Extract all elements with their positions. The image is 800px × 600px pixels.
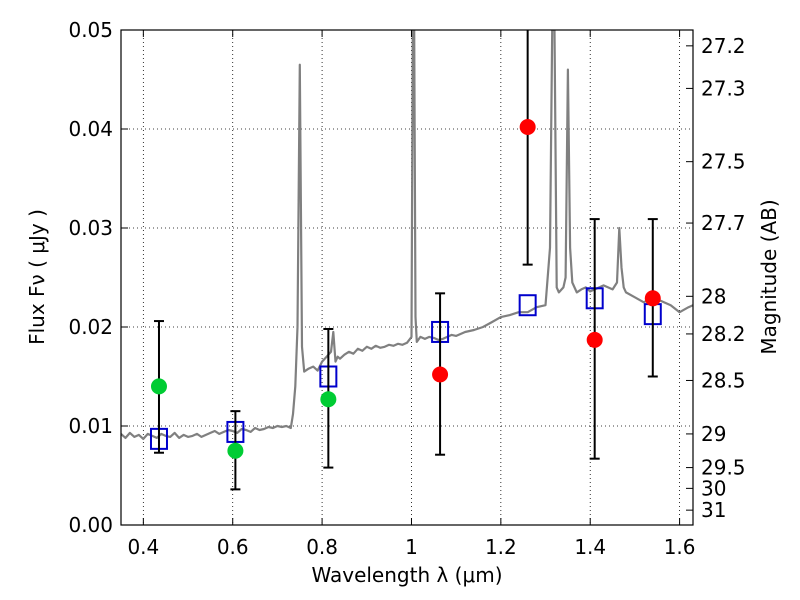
y-tick-label: 0.05 (68, 18, 113, 42)
right-tick-label: 30 (701, 476, 726, 500)
right-tick-label: 29 (701, 422, 726, 446)
right-tick-label: 27.7 (701, 211, 746, 235)
observed-green-point (150, 378, 167, 395)
spectrum-line (121, 30, 693, 440)
tick-layer: 0.4 0.6 0.8 1 1.2 1.4 1.6 0.00 0.01 0.02 0.03 0.04 0… (68, 18, 745, 559)
x-tick-label: 0.8 (306, 535, 338, 559)
x-tick-label: 1 (405, 535, 418, 559)
x-tick-label: 1.2 (485, 535, 517, 559)
marker-layer (149, 30, 662, 491)
observed-red-point (586, 331, 603, 348)
observed-red-point (432, 366, 449, 383)
right-tick-label: 27.2 (701, 34, 746, 58)
observed-green-point (320, 391, 337, 408)
x-tick-label: 1.4 (574, 535, 606, 559)
observed-green-point (227, 442, 244, 459)
grid-layer (121, 29, 693, 526)
y-tick-label: 0.02 (68, 315, 113, 339)
y-tick-label: 0.01 (68, 414, 113, 438)
right-tick-label: 28.2 (701, 322, 746, 346)
x-tick-label: 0.4 (127, 535, 159, 559)
model-photometry-square (518, 294, 537, 317)
y-axis-label: Flux Fν ( μJy ) (25, 209, 49, 345)
y-tick-label: 0.00 (68, 513, 113, 537)
series-layer (121, 30, 693, 440)
right-tick-label: 31 (701, 498, 726, 522)
observed-red-point (519, 119, 536, 136)
plot-frame (120, 29, 694, 526)
y-tick-label: 0.03 (68, 216, 113, 240)
right-tick-label: 27.5 (701, 150, 746, 174)
y-tick-label: 0.04 (68, 117, 113, 141)
right-tick-label: 28 (701, 284, 726, 308)
right-tick-label: 28.5 (701, 368, 746, 392)
x-tick-label: 0.6 (217, 535, 249, 559)
y-axis-right-label: Magnitude (AB) (757, 199, 781, 354)
right-tick-label: 27.3 (701, 76, 746, 100)
observed-red-point (644, 290, 661, 307)
x-tick-label: 1.6 (664, 535, 696, 559)
x-axis-label: Wavelength λ (μm) (311, 563, 502, 587)
right-tick-label: 29.5 (701, 456, 746, 480)
